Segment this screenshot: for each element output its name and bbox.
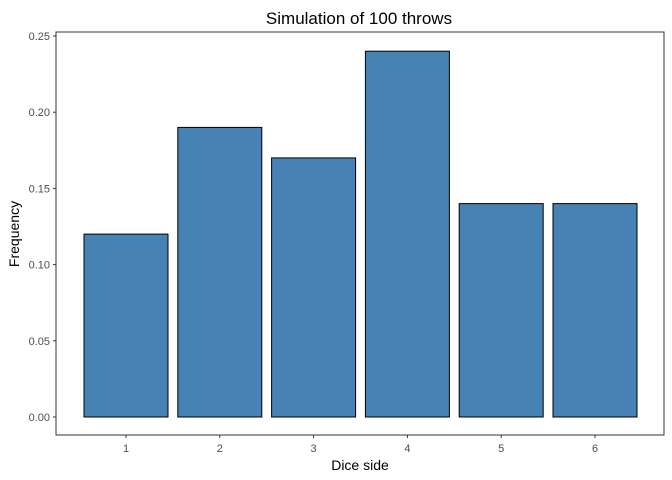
panel-border xyxy=(55,31,665,436)
y-axis: 0.00 0.05 0.10 0.15 0.20 0.25 xyxy=(29,31,56,424)
bar-5 xyxy=(458,203,544,418)
y-tick-label: 0.15 xyxy=(29,183,50,195)
bar-1 xyxy=(83,233,169,418)
y-tick-label: 0.05 xyxy=(29,336,50,348)
x-axis: 1 2 3 4 5 6 xyxy=(123,435,598,455)
x-tick-label: 5 xyxy=(498,443,504,455)
y-tick-label: 0.20 xyxy=(29,107,50,119)
chart-title: Simulation of 100 throws xyxy=(266,9,452,28)
x-tick-label: 6 xyxy=(592,443,598,455)
bars-group xyxy=(83,50,638,418)
x-axis-title: Dice side xyxy=(331,457,389,473)
x-tick-label: 1 xyxy=(123,443,129,455)
bar-3 xyxy=(271,157,357,418)
y-tick-label: 0.10 xyxy=(29,260,50,272)
x-tick-label: 3 xyxy=(311,443,317,455)
x-tick-label: 4 xyxy=(404,443,410,455)
bar-4 xyxy=(364,50,450,418)
bar-2 xyxy=(177,126,263,418)
bar-6 xyxy=(552,203,638,418)
y-axis-title: Frequency xyxy=(6,201,22,267)
y-tick-label: 0.00 xyxy=(29,412,50,424)
plot-panel: 0.00 0.05 0.10 0.15 0.20 0.25 1 2 3 4 5 6 xyxy=(29,31,665,455)
x-tick-label: 2 xyxy=(217,443,223,455)
y-tick-label: 0.25 xyxy=(29,31,50,43)
